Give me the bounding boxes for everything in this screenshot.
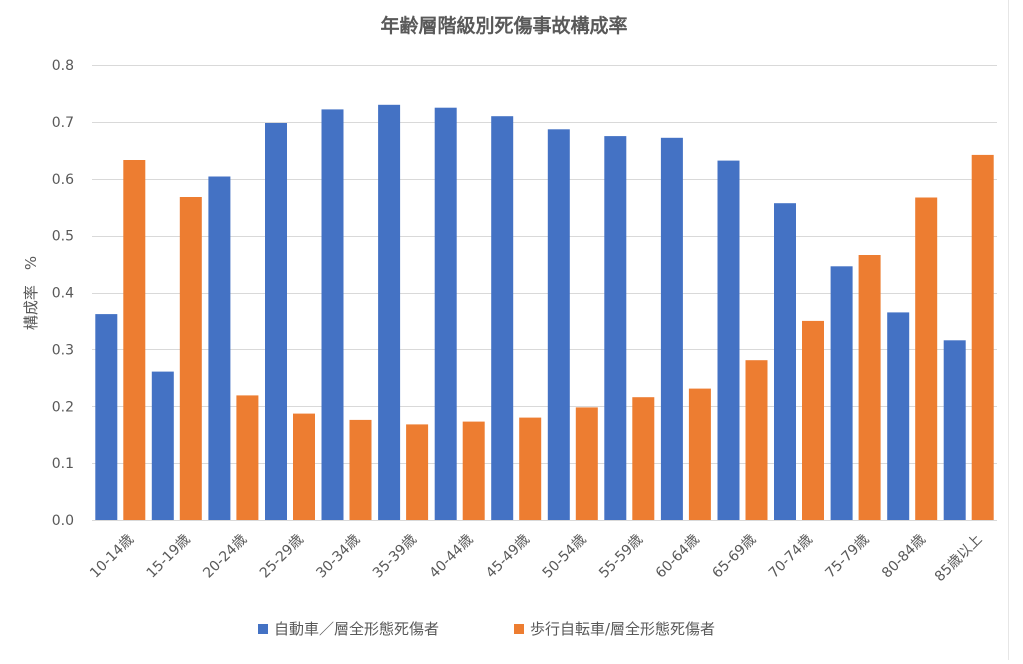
x-tick-label: 50-54歳 [540,532,590,582]
x-tick-label: 75-79歳 [822,532,872,582]
bar-series-2-10-14歳 [123,160,146,520]
window-edge [1008,0,1023,660]
bar-series-1-10-14歳 [95,314,118,520]
bar-series-1-50-54歳 [547,129,570,521]
bar-series-2-65-69歳 [745,360,768,520]
x-tick-label: 20-24歳 [200,532,250,582]
legend-swatch-1 [258,624,268,634]
x-tick-label: 30-34歳 [313,532,363,582]
bar-series-1-40-44歳 [434,107,457,520]
bar-series-1-65-69歳 [717,160,740,520]
y-tick-label: 0.5 [52,229,74,245]
x-tick-label: 65-69歳 [709,532,759,582]
x-tick-label: 25-29歳 [257,532,307,582]
y-tick-label: 0.2 [52,399,74,415]
bar-series-2-35-39歳 [406,424,429,520]
bar-series-2-70-74歳 [802,320,824,520]
x-axis-ticks: 10-14歳 15-19歳 20-24歳 25-29歳 30-34歳 35-39歳 40-4… [87,532,985,586]
bar-chart: 0.0 0.1 0.2 0.3 0.4 0.5 0.6 0.7 0.8 10-14歳 15-19歳… [22,14,997,638]
bar-series-1-35-39歳 [378,104,401,521]
bar-series-2-15-19歳 [179,197,202,520]
y-axis-label: 構成率 % [22,256,40,330]
bar-series-1-20-24歳 [208,176,231,520]
y-tick-label: 0.3 [52,342,74,358]
bar-series-1-75-79歳 [830,266,853,520]
bar-series-2-60-64歳 [688,388,711,520]
x-tick-label: 15-19歳 [144,532,194,582]
bar-series-2-30-34歳 [349,419,372,520]
bars [95,104,994,521]
x-tick-label: 45-49歳 [483,532,533,582]
y-tick-label: 0.0 [52,513,74,529]
legend-label-1: 自動車／層全形態死傷者 [274,620,439,638]
x-tick-label: 55-59歳 [596,532,646,582]
y-tick-label: 0.8 [52,58,74,74]
bar-series-1-85歳以上 [943,340,966,520]
bar-series-1-30-34歳 [321,109,344,521]
bar-series-1-80-84歳 [887,312,910,520]
bar-series-2-50-54歳 [575,407,598,520]
y-tick-label: 0.4 [52,286,74,302]
bar-series-1-55-59歳 [604,136,627,520]
x-tick-label: 85歳以上 [932,532,986,586]
x-tick-label: 40-44歳 [427,532,477,582]
y-tick-label: 0.7 [52,115,74,131]
y-axis-ticks: 0.0 0.1 0.2 0.3 0.4 0.5 0.6 0.7 0.8 [52,58,74,529]
bar-series-1-15-19歳 [151,371,174,520]
bar-series-2-55-59歳 [632,397,655,520]
x-tick-label: 35-39歳 [370,532,420,582]
bar-series-2-45-49歳 [519,417,542,520]
bar-series-1-45-49歳 [491,116,514,520]
bar-series-1-60-64歳 [660,137,683,521]
bar-series-1-70-74歳 [774,203,796,520]
bar-series-2-85歳以上 [971,154,994,520]
legend-swatch-2 [514,624,524,634]
bar-series-2-20-24歳 [236,395,259,520]
bar-series-2-40-44歳 [462,421,485,520]
bar-series-2-25-29歳 [293,413,315,520]
chart-title: 年齢層階級別死傷事故構成率 [380,14,627,37]
x-tick-label: 80-84歳 [879,532,929,582]
bar-series-1-25-29歳 [265,123,287,520]
chart-area: 0.0 0.1 0.2 0.3 0.4 0.5 0.6 0.7 0.8 10-14歳 15-19歳… [22,14,997,638]
x-tick-label: 70-74歳 [766,532,816,582]
legend: 自動車／層全形態死傷者 歩行自転車/層全形態死傷者 [258,620,715,638]
legend-label-2: 歩行自転車/層全形態死傷者 [530,620,715,638]
y-tick-label: 0.6 [52,172,74,188]
y-tick-label: 0.1 [52,456,74,472]
bar-series-2-75-79歳 [858,255,881,520]
x-tick-label: 10-14歳 [87,532,137,582]
bar-series-2-80-84歳 [915,197,938,520]
x-tick-label: 60-64歳 [653,532,703,582]
